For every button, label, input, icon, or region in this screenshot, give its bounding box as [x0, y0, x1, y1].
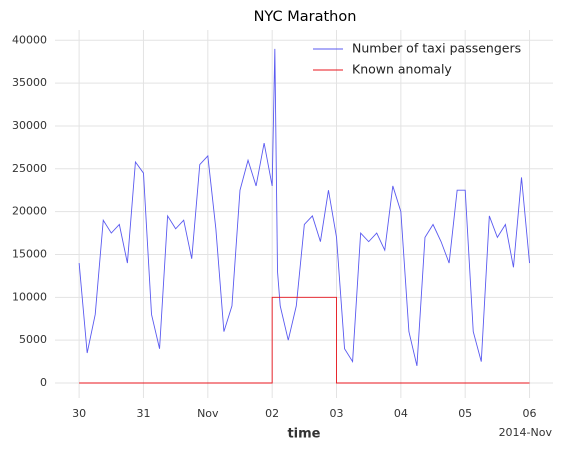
- series-line: [78, 48, 530, 366]
- x-tick-label: 05: [458, 407, 472, 420]
- series-line: [79, 296, 530, 384]
- x-tick-label: 31: [136, 407, 150, 420]
- x-tick-label: 03: [330, 407, 344, 420]
- x-offset-label: 2014-Nov: [499, 426, 553, 439]
- y-tick-label: 25000: [12, 162, 47, 175]
- x-axis-label: time: [287, 427, 320, 442]
- y-tick-label: 40000: [12, 33, 47, 46]
- y-tick-label: 0: [40, 376, 47, 389]
- x-tick-label: Nov: [197, 407, 219, 420]
- y-tick-label: 5000: [19, 333, 47, 346]
- x-tick-label: 02: [265, 407, 279, 420]
- x-tick-label: 30: [72, 407, 86, 420]
- legend-label: Known anomaly: [352, 62, 452, 77]
- y-tick-label: 20000: [12, 205, 47, 218]
- x-tick-label: 06: [523, 407, 537, 420]
- y-tick-label: 30000: [12, 119, 47, 132]
- y-tick-label: 35000: [12, 76, 47, 89]
- chart-title: NYC Marathon: [254, 9, 357, 25]
- y-tick-label: 15000: [12, 247, 47, 260]
- y-tick-label: 10000: [12, 290, 47, 303]
- legend-label: Number of taxi passengers: [352, 41, 521, 56]
- x-tick-label: 04: [394, 407, 408, 420]
